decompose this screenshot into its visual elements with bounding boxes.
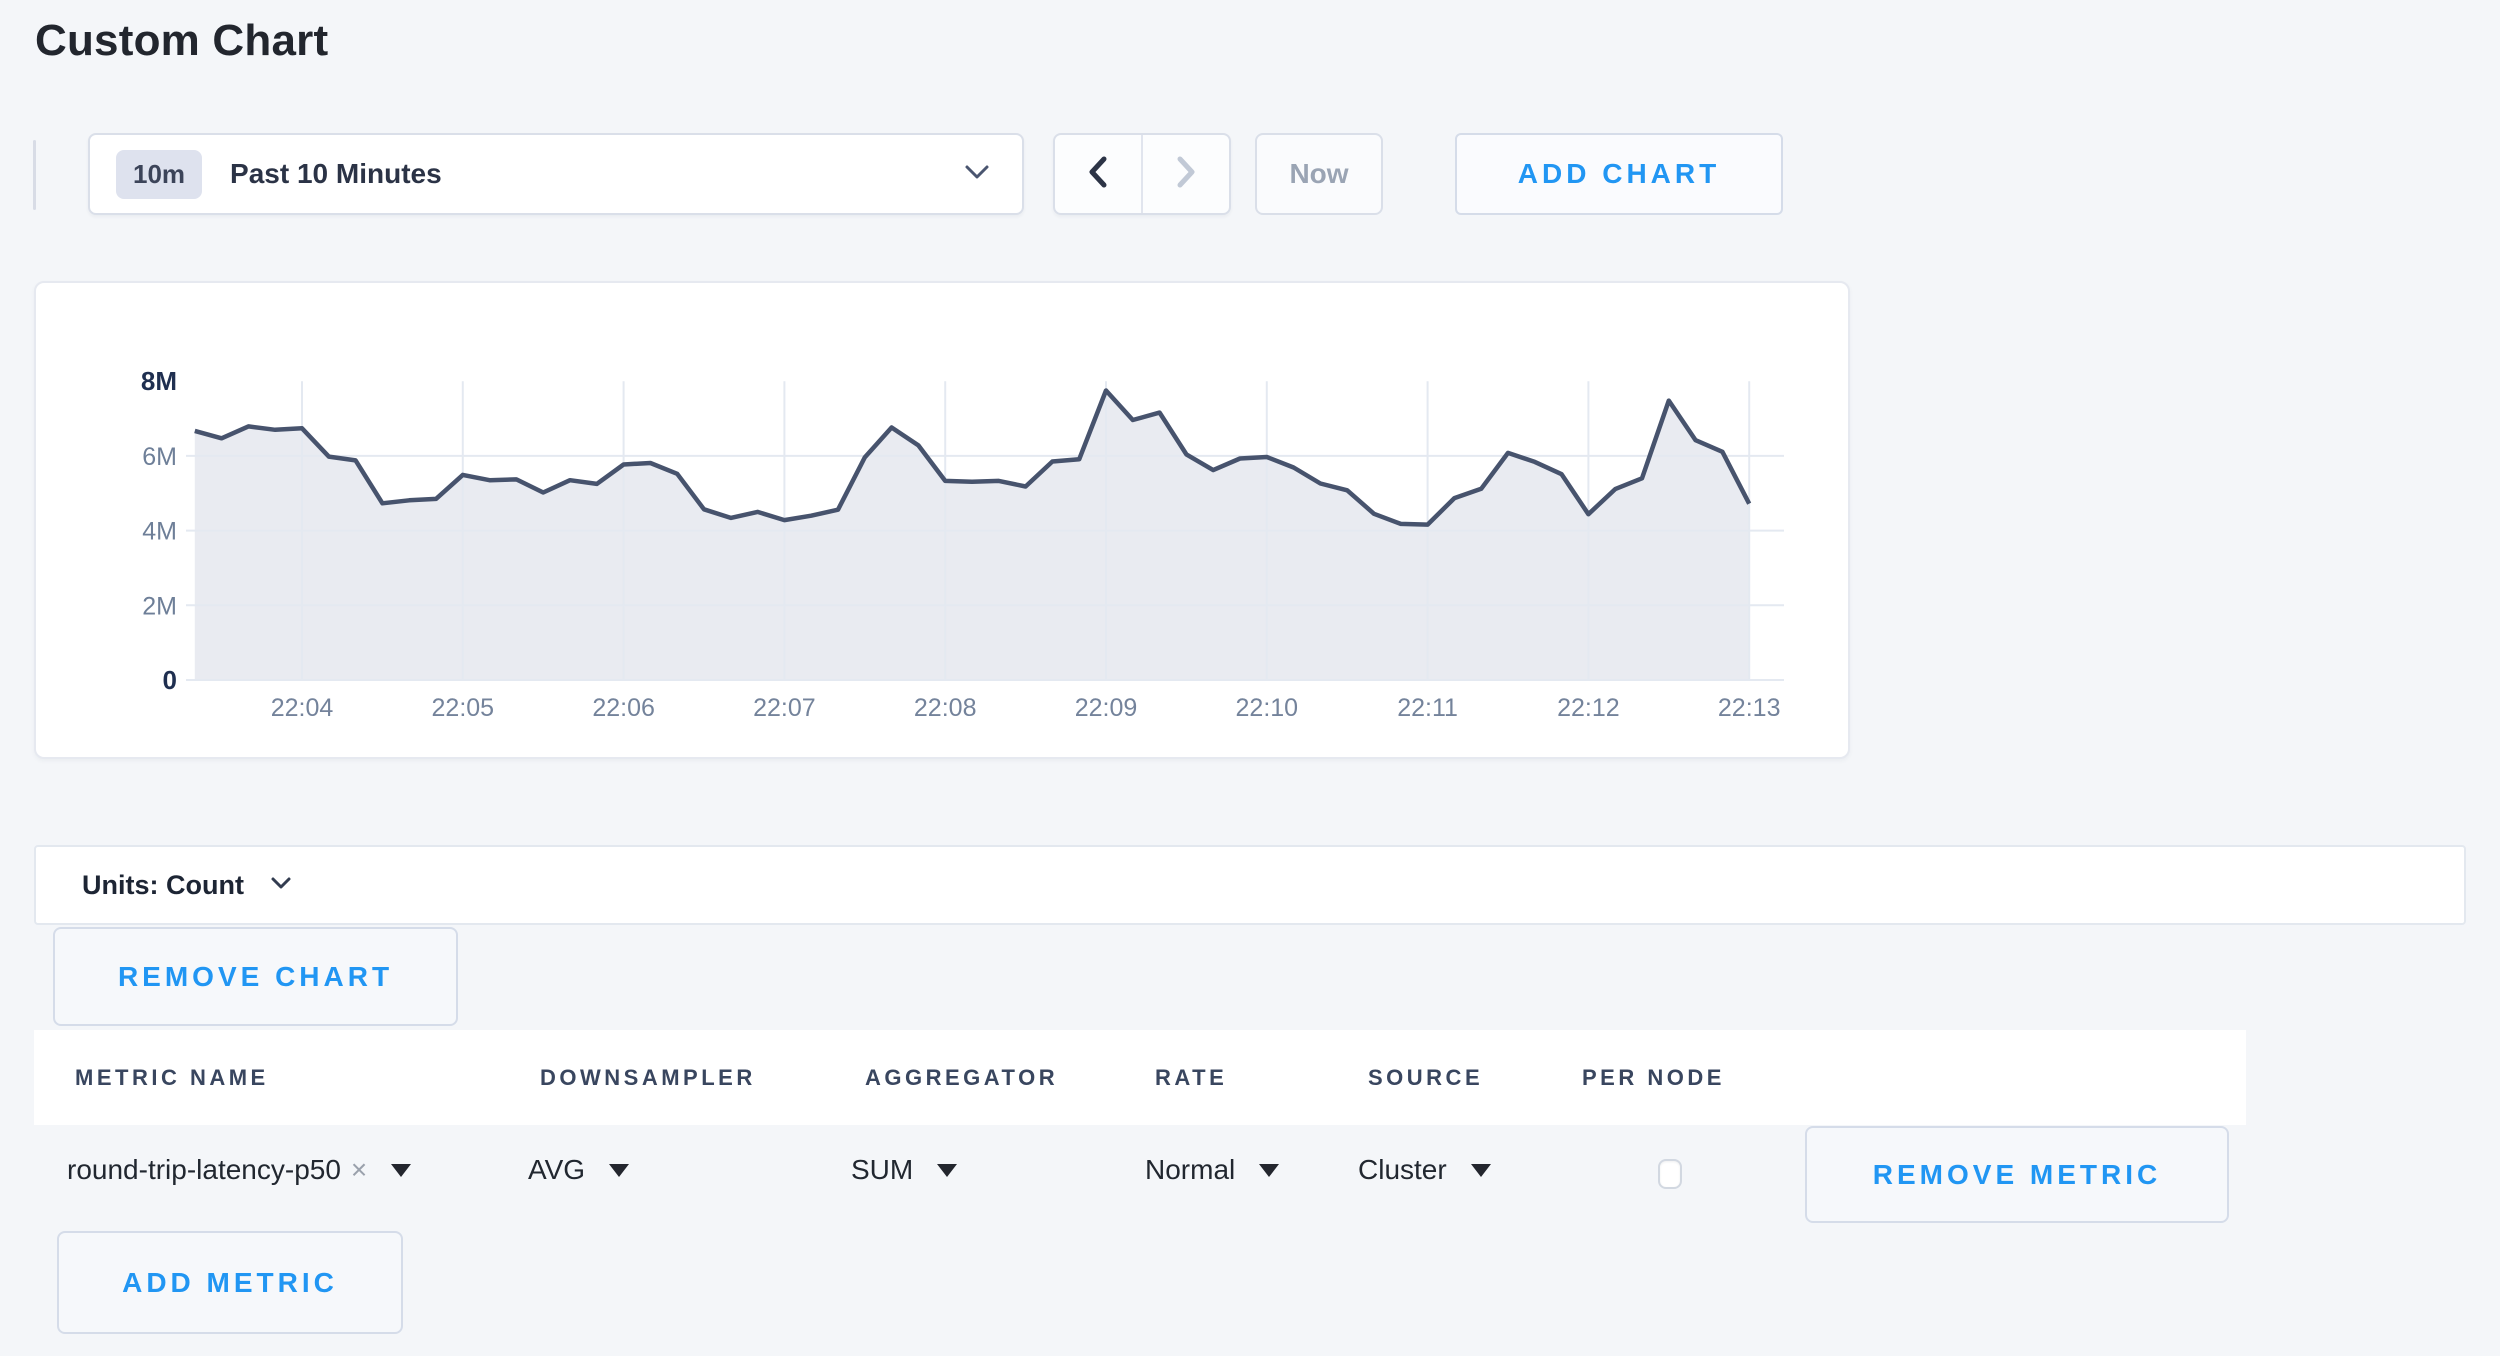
x-axis-tick-label: 22:04 [271,694,334,722]
units-label: Units: Count [82,869,244,900]
page-title: Custom Chart [35,16,329,65]
x-axis-tick-label: 22:10 [1236,694,1299,722]
time-nav-group [1053,133,1231,215]
latency-area-chart[interactable]: 0 2M 4M 6M 8M 22:04 22:05 22:06 22:07 22:08 22:09 2… [36,283,1848,757]
column-header-metric-name: METRIC NAME [75,1064,269,1090]
toolbar-divider [33,140,36,210]
metric-name-value: round-trip-latency-p50 [67,1154,341,1185]
y-axis-tick-label: 0 [163,665,177,695]
source-value: Cluster [1358,1154,1447,1185]
aggregator-select[interactable]: SUM [851,1148,958,1192]
x-axis-tick-label: 22:06 [592,694,655,722]
metrics-table-header: METRIC NAME DOWNSAMPLER AGGREGATOR RATE … [34,1030,2246,1125]
x-axis-tick-label: 22:08 [914,694,977,722]
column-header-per-node: PER NODE [1582,1064,1725,1090]
close-icon[interactable]: × [350,1154,368,1185]
prev-time-button[interactable] [1055,135,1143,213]
y-axis-tick-label: 6M [142,443,177,471]
rate-value: Normal [1145,1154,1236,1185]
y-axis-tick-label: 2M [142,592,177,620]
now-button[interactable]: Now [1255,133,1383,215]
x-axis-tick-label: 22:05 [432,694,495,722]
time-scale-badge: 10m [116,149,203,199]
metric-name-select[interactable]: round-trip-latency-p50 × [67,1148,412,1192]
x-axis-tick-label: 22:11 [1397,694,1458,722]
downsampler-value: AVG [528,1154,586,1185]
aggregator-value: SUM [851,1154,914,1185]
caret-down-icon [1470,1163,1491,1177]
chevron-right-icon [1173,153,1199,196]
chart-card: 0 2M 4M 6M 8M 22:04 22:05 22:06 22:07 22:08 22:09 2… [34,281,1850,759]
next-time-button[interactable] [1143,135,1229,213]
caret-down-icon [391,1163,412,1177]
caret-down-icon [1259,1163,1280,1177]
time-range-label: Past 10 Minutes [230,158,442,189]
chevron-down-icon [964,164,990,185]
remove-metric-button[interactable]: REMOVE METRIC [1805,1126,2229,1223]
column-header-rate: RATE [1155,1064,1228,1090]
caret-down-icon [937,1163,958,1177]
x-axis-tick-label: 22:12 [1557,694,1620,722]
y-axis-tick-label: 8M [141,366,177,396]
source-select[interactable]: Cluster [1358,1148,1491,1192]
add-chart-button[interactable]: ADD CHART [1455,133,1783,215]
downsampler-select[interactable]: AVG [528,1148,630,1192]
per-node-checkbox[interactable] [1658,1159,1682,1189]
x-axis-tick-label: 22:07 [753,694,816,722]
column-header-downsampler: DOWNSAMPLER [540,1064,756,1090]
remove-chart-button[interactable]: REMOVE CHART [53,927,458,1026]
column-header-aggregator: AGGREGATOR [865,1064,1059,1090]
caret-down-icon [609,1163,630,1177]
rate-select[interactable]: Normal [1145,1148,1280,1192]
chevron-left-icon [1085,153,1111,196]
column-header-source: SOURCE [1368,1064,1484,1090]
y-axis-tick-label: 4M [142,518,177,546]
time-range-dropdown[interactable]: 10m Past 10 Minutes [88,133,1024,215]
chevron-down-icon [270,876,292,895]
x-axis-tick-label: 22:13 [1718,694,1781,722]
add-metric-button[interactable]: ADD METRIC [57,1231,403,1334]
units-dropdown[interactable]: Units: Count [34,845,2466,925]
x-axis-tick-label: 22:09 [1075,694,1138,722]
